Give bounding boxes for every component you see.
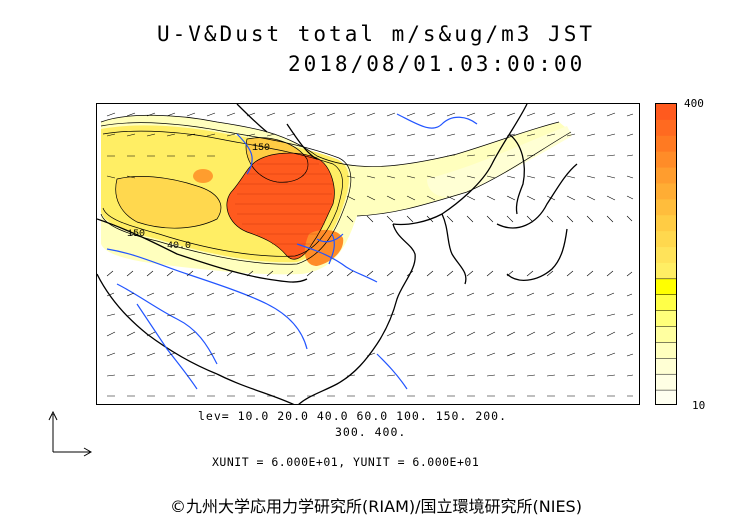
- dust-band-mid2: [115, 176, 221, 229]
- legend-swatch: [656, 294, 676, 312]
- map-timestamp: 2018/08/01.03:00:00: [288, 52, 586, 76]
- legend-swatch: [656, 151, 676, 169]
- map-canvas: 150 150 40.0: [97, 104, 634, 404]
- dust-tail: [427, 126, 572, 198]
- dust-spot: [193, 169, 213, 183]
- legend-swatch: [656, 183, 676, 200]
- legend-swatch: [656, 119, 676, 137]
- legend-swatch: [656, 326, 676, 343]
- legend-bar: [656, 104, 676, 404]
- legend-min-label: 10: [692, 399, 706, 412]
- legend-swatch: [656, 278, 676, 296]
- wind-arrows: [106, 112, 634, 397]
- map-title: U-V&Dust total m/s&ug/m3 JST: [156, 22, 595, 46]
- legend-swatch: [656, 358, 676, 375]
- copyright: ©九州大学応用力学研究所(RIAM)/国立環境研究所(NIES): [170, 497, 582, 516]
- legend-swatch: [656, 374, 676, 391]
- legend-swatch: [656, 215, 676, 232]
- levels-line-1: lev= 10.0 20.0 40.0 60.0 100. 150. 200.: [198, 409, 508, 423]
- contour-label-150-a: 150: [252, 143, 270, 154]
- legend-swatch: [656, 104, 676, 121]
- dust-core: [226, 153, 335, 260]
- legend-swatch: [656, 199, 676, 216]
- legend-swatch: [656, 231, 676, 248]
- legend-swatch: [656, 390, 676, 404]
- contour-label-150-b: 150: [127, 229, 145, 240]
- legend-swatch: [656, 247, 676, 264]
- contour-label-40: 40.0: [167, 241, 191, 252]
- legend-swatch: [656, 262, 676, 280]
- legend-swatch: [656, 342, 676, 359]
- color-legend: [655, 103, 677, 405]
- legend-swatch: [656, 135, 676, 153]
- unit-info: XUNIT = 6.000E+01, YUNIT = 6.000E+01: [212, 455, 480, 469]
- levels-line-2: 300. 400.: [335, 425, 407, 439]
- legend-swatch: [656, 310, 676, 328]
- contour-lines: [100, 114, 572, 265]
- axis-arrows-icon: [44, 408, 94, 462]
- dust-wind-map: 150 150 40.0: [96, 103, 640, 405]
- legend-max-label: 400: [684, 97, 704, 110]
- coastlines: [97, 104, 578, 404]
- legend-swatch: [656, 167, 676, 184]
- rivers: [106, 113, 478, 390]
- core-stipple: [235, 163, 333, 245]
